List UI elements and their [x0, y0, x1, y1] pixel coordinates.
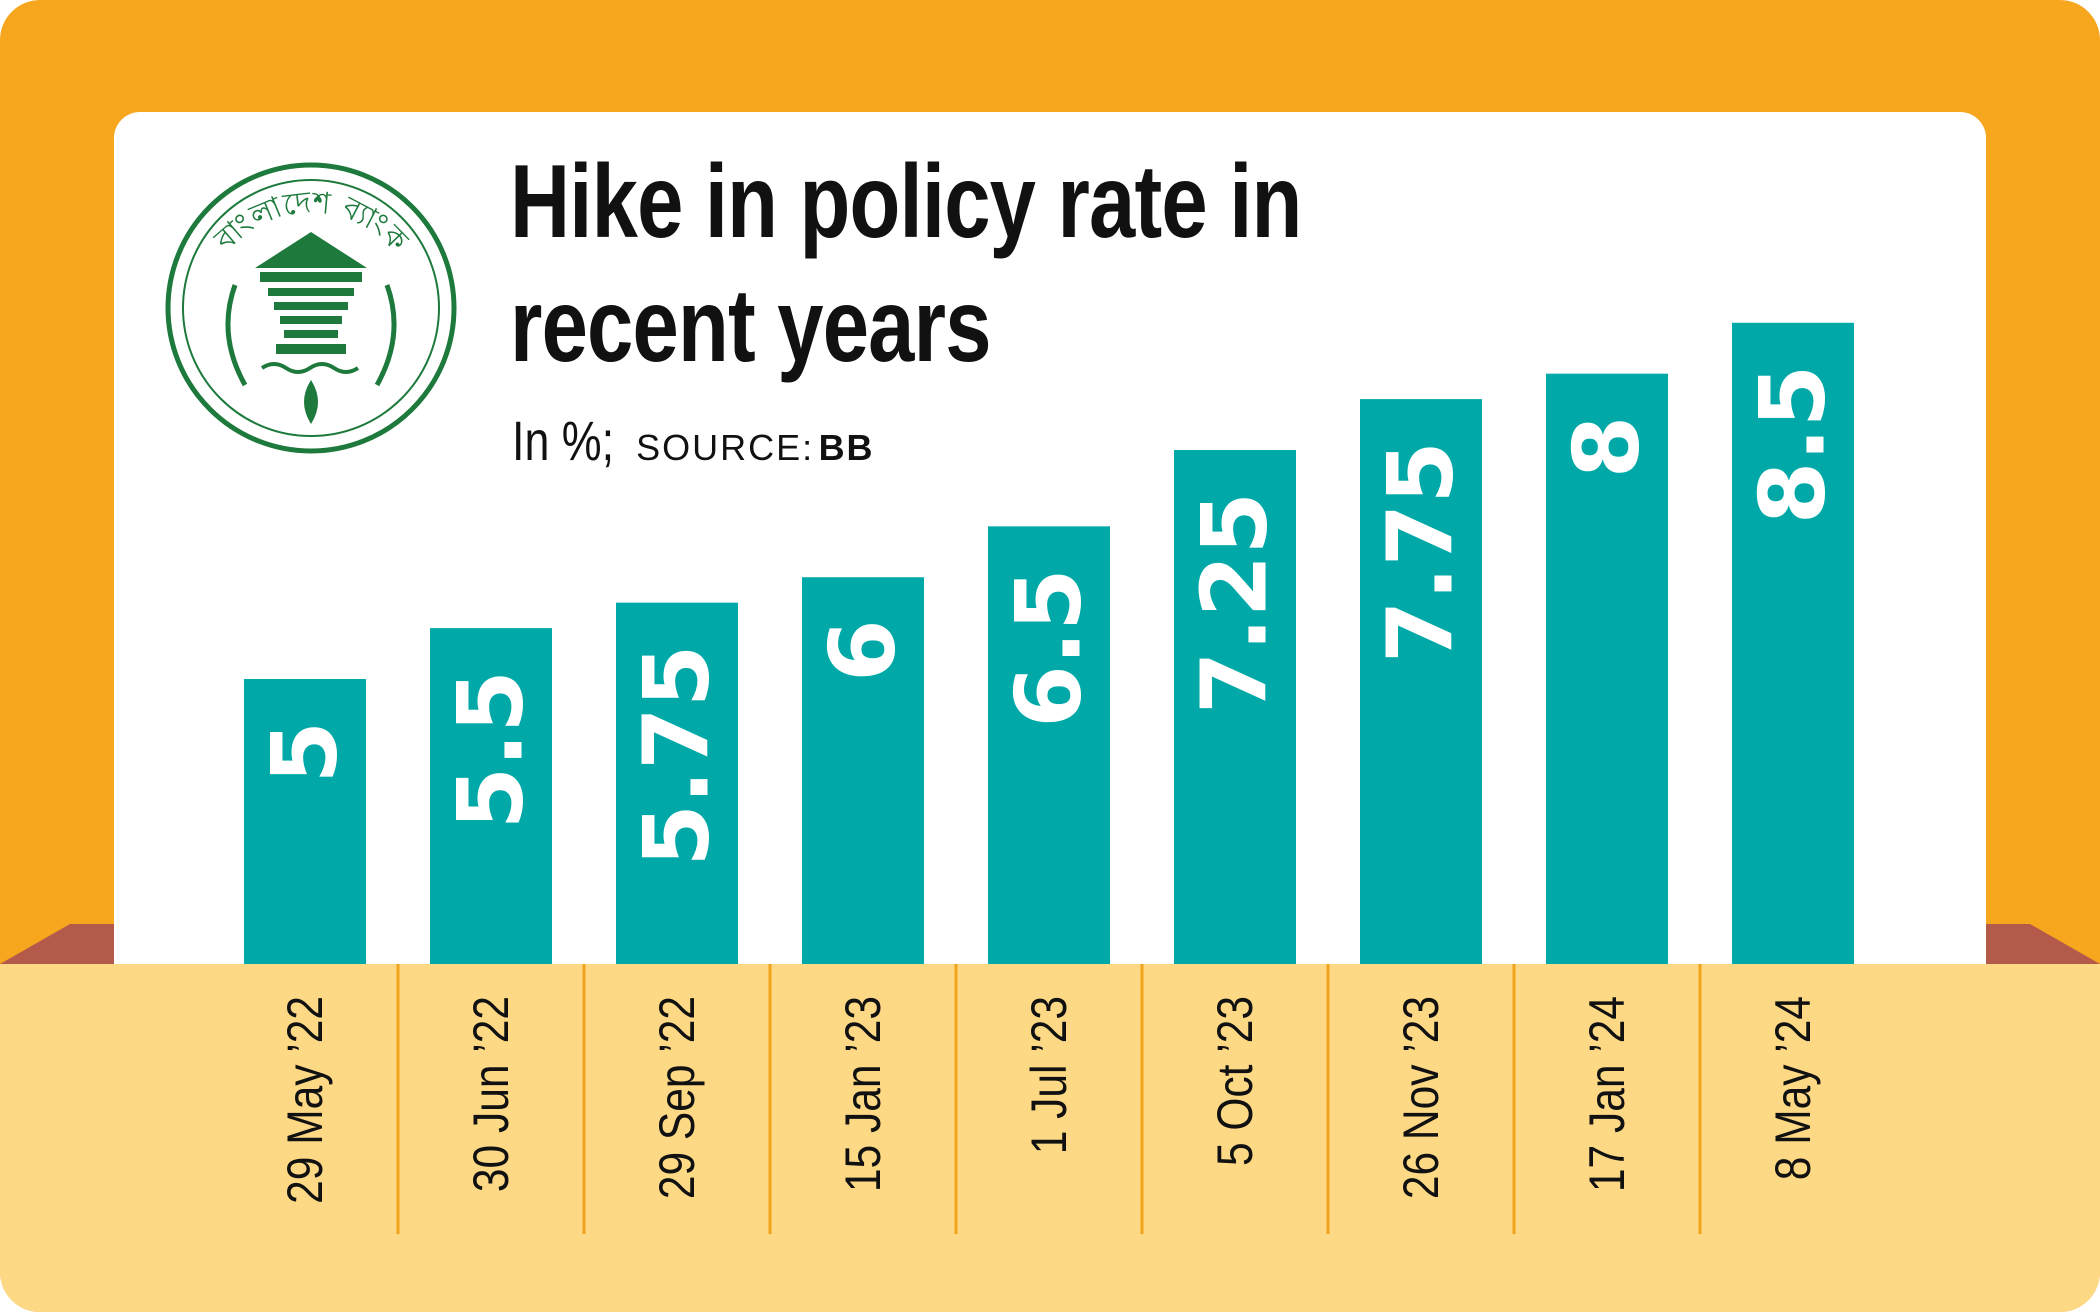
x-tick-label: 15 Jan ’23	[835, 996, 891, 1192]
bars: 29 May ’22 5 30 Jun ’22 5.5 29 Sep ’22 5.75 15…	[244, 322, 1854, 1234]
value-label: 6.5	[997, 568, 1102, 727]
value-label: 6	[811, 619, 916, 682]
value-label: 8	[1555, 416, 1660, 479]
value-label: 5.75	[625, 645, 730, 867]
value-label: 5	[253, 721, 358, 784]
x-tick-label: 26 Nov ’23	[1393, 996, 1449, 1199]
label-strip	[0, 964, 2100, 1312]
fold-right	[1986, 924, 2100, 964]
logo: বাংলাদেশ ব্যাংক	[165, 162, 457, 454]
bar	[244, 679, 366, 964]
source: BB	[818, 427, 875, 468]
x-tick-label: 29 May ’22	[277, 996, 333, 1204]
subtitle: In %; SOURCE: BB	[512, 408, 875, 473]
bar	[988, 526, 1110, 964]
value-label: 7.25	[1183, 492, 1288, 714]
bar	[1546, 373, 1668, 964]
bar	[802, 577, 924, 964]
value-label: 7.75	[1369, 441, 1474, 663]
x-tick-label: 17 Jan ’24	[1579, 996, 1635, 1192]
x-tick-label: 30 Jun ’22	[463, 996, 519, 1192]
bar	[430, 628, 552, 964]
value-label: 5.5	[439, 670, 544, 829]
source-label: SOURCE:	[636, 427, 815, 468]
unit-note: In %;	[512, 409, 615, 472]
bar	[1174, 450, 1296, 964]
value-label: 8.5	[1741, 365, 1846, 524]
bar	[1360, 399, 1482, 964]
x-tick-label: 5 Oct ’23	[1207, 996, 1263, 1166]
x-tick-label: 29 Sep ’22	[649, 996, 705, 1199]
bar	[1732, 322, 1854, 964]
x-tick-label: 8 May ’24	[1765, 996, 1821, 1180]
bar	[616, 602, 738, 964]
chart-title: Hike in policy rate in recent years	[510, 144, 1302, 384]
x-tick-label: 1 Jul ’23	[1021, 996, 1077, 1154]
fold-left	[0, 924, 114, 964]
